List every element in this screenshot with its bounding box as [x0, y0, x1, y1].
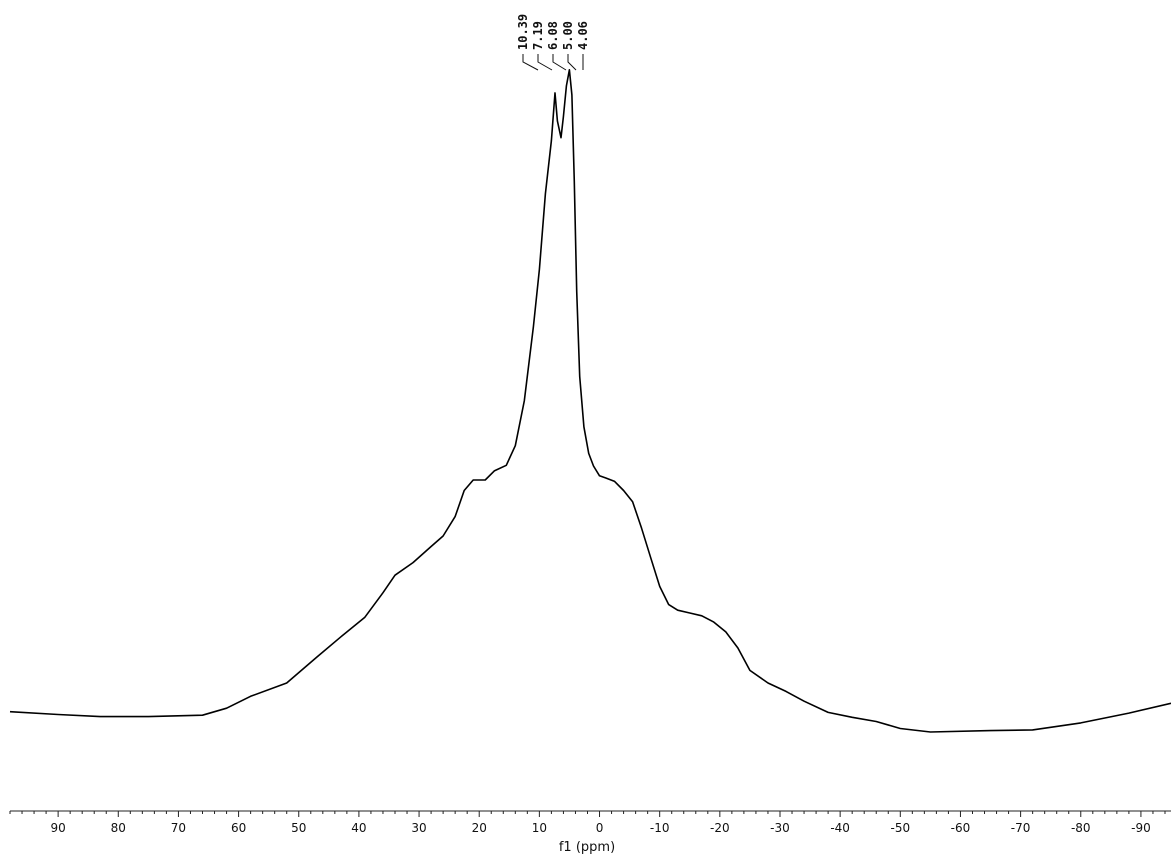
x-tick-label: -20 [710, 821, 730, 835]
x-tick-label: -70 [1011, 821, 1031, 835]
x-tick-label: 90 [50, 821, 65, 835]
x-tick-label: 60 [231, 821, 246, 835]
x-tick-label: -90 [1131, 821, 1151, 835]
peak-label: 10.39 [516, 14, 530, 50]
x-tick-label: -40 [830, 821, 850, 835]
x-tick-label: -10 [650, 821, 670, 835]
x-axis-title: f1 (ppm) [559, 840, 615, 854]
x-tick-label: 80 [111, 821, 126, 835]
x-tick-label: 0 [596, 821, 604, 835]
peak-label: 7.19 [531, 21, 545, 50]
peak-label-connector [522, 54, 539, 71]
peak-label-connector [552, 54, 567, 71]
peak-labels: 10.39 7.19 6.08 5.00 4.06 [516, 14, 590, 71]
peak-label: 4.06 [576, 21, 590, 50]
x-tick-label: 10 [532, 821, 547, 835]
x-tick-label: -50 [890, 821, 910, 835]
spectrum-line [9, 69, 1171, 733]
x-tick-label: 70 [171, 821, 186, 835]
x-tick-label: 40 [351, 821, 366, 835]
x-tick-label: -30 [770, 821, 790, 835]
x-tick-label: 50 [291, 821, 306, 835]
x-tick-label: 20 [472, 821, 487, 835]
x-tick-label: -60 [951, 821, 971, 835]
x-tick-label: -80 [1071, 821, 1091, 835]
peak-label: 5.00 [561, 21, 575, 50]
peak-label-connector [537, 54, 553, 71]
x-tick-label: 30 [411, 821, 426, 835]
x-axis-ticks: 90 80 70 60 50 40 30 20 10 0 -10 -20 -30 -40 -50 -60 -70… [9, 811, 1166, 835]
peak-label-connector [567, 54, 577, 71]
peak-label: 6.08 [546, 21, 560, 50]
